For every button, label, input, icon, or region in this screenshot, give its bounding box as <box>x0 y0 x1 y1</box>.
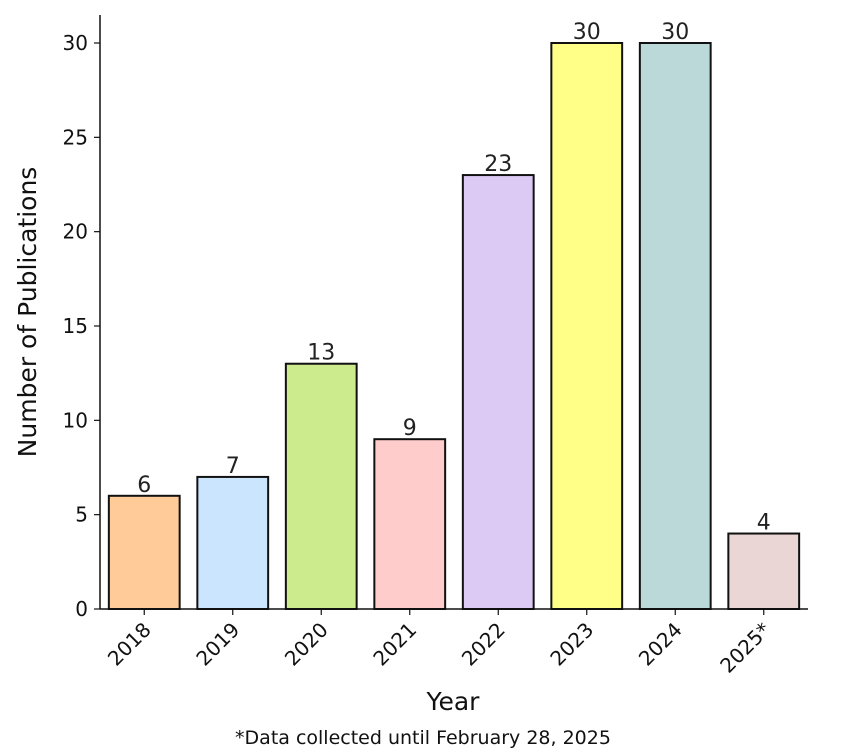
bar-2022 <box>461 174 535 610</box>
x-tick-label: 2023 <box>545 618 598 671</box>
x-tick-label: 2018 <box>103 618 156 671</box>
bar-value-label: 6 <box>137 473 151 498</box>
bar-value-label: 9 <box>403 416 417 441</box>
footnote: *Data collected until February 28, 2025 <box>235 727 611 749</box>
value-labels-group: 6 7 13 9 23 30 30 4 <box>137 20 771 536</box>
bar-2025 <box>727 532 801 610</box>
bar-value-label: 4 <box>757 511 771 536</box>
y-axis-title: Number of Publications <box>13 167 42 458</box>
bars-group <box>107 42 801 611</box>
bar-2020 <box>284 362 358 610</box>
bar-value-label: 7 <box>226 454 240 479</box>
bar-value-label: 30 <box>573 20 601 45</box>
x-tick-label: 2025* <box>715 618 775 678</box>
y-tick-label: 5 <box>75 503 88 527</box>
bar-value-label: 13 <box>307 341 335 366</box>
bar-2021 <box>373 438 447 611</box>
bar-2018 <box>107 494 181 610</box>
y-tick-label: 10 <box>63 408 88 432</box>
y-tick-label: 0 <box>75 597 88 621</box>
x-tick-label: 2024 <box>634 618 687 671</box>
bar-2023 <box>550 42 624 610</box>
bar-value-label: 23 <box>484 152 512 177</box>
bar-2024 <box>638 42 712 610</box>
y-ticks-group: 0 5 10 15 20 25 30 <box>63 31 100 621</box>
x-axis-title: Year <box>426 687 481 716</box>
x-tick-label: 2019 <box>191 618 244 671</box>
bar-value-label: 30 <box>661 20 689 45</box>
y-tick-label: 20 <box>63 220 88 244</box>
y-tick-label: 30 <box>63 31 88 55</box>
x-ticks-group: 2018 2019 2020 2021 2022 2023 2024 2025* <box>103 609 775 678</box>
x-tick-label: 2022 <box>457 618 510 671</box>
bar-2019 <box>196 475 270 610</box>
y-tick-label: 15 <box>63 314 88 338</box>
y-tick-label: 25 <box>63 125 88 149</box>
x-tick-label: 2021 <box>368 618 421 671</box>
x-tick-label: 2020 <box>280 618 333 671</box>
